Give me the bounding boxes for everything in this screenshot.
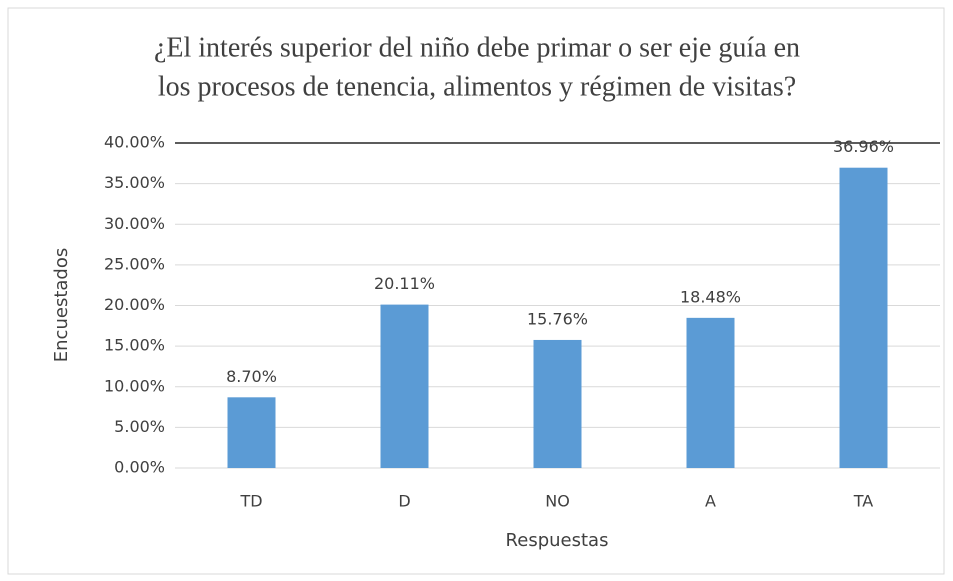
x-tick-label: D <box>398 492 410 511</box>
data-label: 20.11% <box>374 274 435 293</box>
y-tick-label: 40.00% <box>104 133 165 152</box>
y-tick-label: 25.00% <box>104 254 165 273</box>
y-tick-label: 35.00% <box>104 173 165 192</box>
x-tick-label: TD <box>239 492 262 511</box>
chart-border <box>7 7 945 575</box>
bar <box>686 317 735 468</box>
data-label: 18.48% <box>680 287 741 306</box>
y-tick-label: 5.00% <box>114 417 165 436</box>
y-tick-label: 10.00% <box>104 376 165 395</box>
bar <box>380 304 429 468</box>
y-axis-title: Encuestados <box>51 248 72 362</box>
bar <box>839 167 888 468</box>
bar <box>533 339 582 468</box>
y-tick-label: 15.00% <box>104 336 165 355</box>
bar <box>227 397 276 468</box>
y-tick-label: 30.00% <box>104 214 165 233</box>
y-tick-label: 0.00% <box>114 458 165 477</box>
x-axis-title: Respuestas <box>506 530 609 551</box>
data-label: 36.96% <box>833 137 894 156</box>
chart-title: los procesos de tenencia, alimentos y ré… <box>158 71 796 102</box>
x-tick-label: TA <box>853 492 874 511</box>
data-label: 15.76% <box>527 309 588 328</box>
x-tick-label: A <box>705 492 716 511</box>
x-tick-label: NO <box>545 492 570 511</box>
y-tick-label: 20.00% <box>104 295 165 314</box>
chart-title: ¿El interés superior del niño debe prima… <box>154 32 800 63</box>
data-label: 8.70% <box>226 367 277 386</box>
